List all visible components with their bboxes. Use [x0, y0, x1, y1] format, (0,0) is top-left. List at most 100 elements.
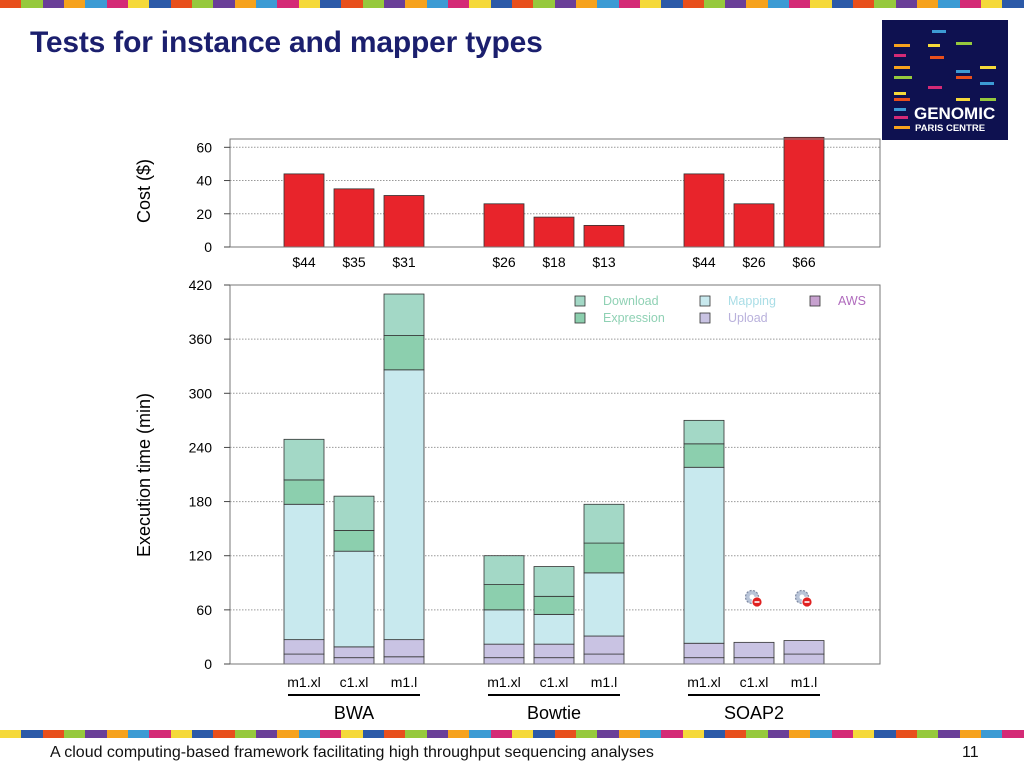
strip-segment: [789, 730, 811, 738]
cost-bar: [483, 203, 525, 248]
strip-segment: [191, 730, 214, 738]
strip-segment: [106, 0, 128, 8]
strip-segment: [362, 0, 384, 8]
time-bar-segment-expression: [483, 584, 525, 611]
strip-segment: [490, 730, 512, 738]
bottom-color-strip: [0, 730, 1024, 738]
strip-segment: [170, 0, 192, 8]
strip-segment: [682, 0, 704, 8]
strip-segment: [703, 730, 726, 738]
group-label: Bowtie: [527, 703, 581, 723]
strip-segment: [234, 0, 256, 8]
time-tick-label: 180: [189, 494, 213, 510]
instance-label: c1.xl: [340, 674, 369, 690]
time-bar-segment-expression: [533, 595, 575, 615]
strip-segment: [63, 730, 86, 738]
time-y-axis-label: Execution time (min): [134, 393, 154, 557]
footer-text: A cloud computing-based framework facili…: [50, 744, 654, 761]
time-bar-segment-upload: [583, 635, 625, 655]
cost-bar: [533, 216, 575, 248]
strip-segment: [213, 0, 235, 8]
strip-segment: [511, 0, 534, 8]
legend-swatch-upload: [699, 312, 711, 324]
time-bar-segment-mapping: [533, 613, 575, 645]
instance-label: m1.xl: [487, 674, 520, 690]
cost-value-label: $66: [792, 254, 816, 270]
time-bar-segment-download: [683, 419, 725, 445]
time-bar-segment-download: [583, 503, 625, 544]
strip-segment: [426, 0, 448, 8]
strip-segment: [746, 730, 768, 738]
time-bar-segment-download: [333, 495, 375, 531]
strip-segment: [618, 730, 640, 738]
strip-segment: [21, 730, 43, 738]
time-bar-segment-expression: [383, 335, 425, 371]
strip-segment: [917, 730, 939, 738]
time-tick-label: 0: [204, 656, 212, 672]
time-bar-segment-aws: [483, 657, 525, 665]
strip-segment: [725, 730, 747, 738]
time-bar-segment-expression: [583, 542, 625, 574]
strip-segment: [447, 730, 470, 738]
strip-segment: [959, 730, 982, 738]
strip-segment: [277, 730, 299, 738]
strip-segment: [149, 730, 171, 738]
strip-segment: [575, 0, 598, 8]
strip-segment: [191, 0, 214, 8]
time-bar-segment-download: [383, 293, 425, 336]
slide-title: Tests for instance and mapper types: [30, 26, 543, 59]
time-bar-segment-mapping: [383, 369, 425, 641]
strip-segment: [106, 730, 128, 738]
strip-segment: [575, 730, 598, 738]
strip-segment: [170, 730, 192, 738]
time-bar-segment-expression: [333, 530, 375, 552]
cost-bar: [383, 195, 425, 248]
instance-label: c1.xl: [740, 674, 769, 690]
strip-segment: [853, 730, 875, 738]
cost-bar: [783, 136, 825, 248]
cost-tick-label: 40: [196, 173, 212, 189]
strip-segment: [725, 0, 747, 8]
time-tick-label: 120: [189, 548, 213, 564]
strip-segment: [554, 0, 576, 8]
strip-segment: [85, 730, 107, 738]
strip-segment: [0, 730, 22, 738]
strip-segment: [831, 0, 854, 8]
strip-segment: [319, 0, 342, 8]
legend-label-aws: AWS: [838, 294, 866, 308]
strip-segment: [917, 0, 939, 8]
instance-label: m1.l: [391, 674, 417, 690]
time-bar-segment-mapping: [333, 550, 375, 648]
cost-bar: [733, 203, 775, 248]
time-tick-label: 420: [189, 277, 213, 293]
time-tick-label: 60: [196, 602, 212, 618]
time-bar-segment-aws: [783, 653, 825, 665]
cost-tick-label: 20: [196, 206, 212, 222]
strip-segment: [639, 0, 662, 8]
strip-segment: [319, 730, 342, 738]
cost-value-label: $44: [692, 254, 716, 270]
cost-tick-label: 0: [204, 239, 212, 255]
strip-segment: [554, 730, 576, 738]
strip-segment: [21, 0, 43, 8]
legend-swatch-aws: [809, 295, 821, 307]
time-bar-segment-upload: [533, 643, 575, 659]
strip-segment: [981, 730, 1003, 738]
time-bar-segment-mapping: [283, 503, 325, 641]
strip-segment: [298, 0, 320, 8]
strip-segment: [341, 0, 363, 8]
cost-bar: [583, 224, 625, 248]
legend-label-download: Download: [603, 294, 659, 308]
time-bar-segment-expression: [283, 479, 325, 505]
strip-segment: [597, 730, 619, 738]
strip-segment: [789, 0, 811, 8]
time-bar-segment-aws: [533, 657, 575, 665]
strip-segment: [853, 0, 875, 8]
logo-line2: PARIS CENTRE: [915, 123, 985, 134]
failed-run-icon: [794, 589, 813, 608]
time-bar-segment-aws: [733, 657, 775, 665]
time-bar-segment-upload: [283, 639, 325, 655]
cost-value-label: $31: [392, 254, 416, 270]
strip-segment: [255, 0, 278, 8]
strip-segment: [895, 0, 918, 8]
